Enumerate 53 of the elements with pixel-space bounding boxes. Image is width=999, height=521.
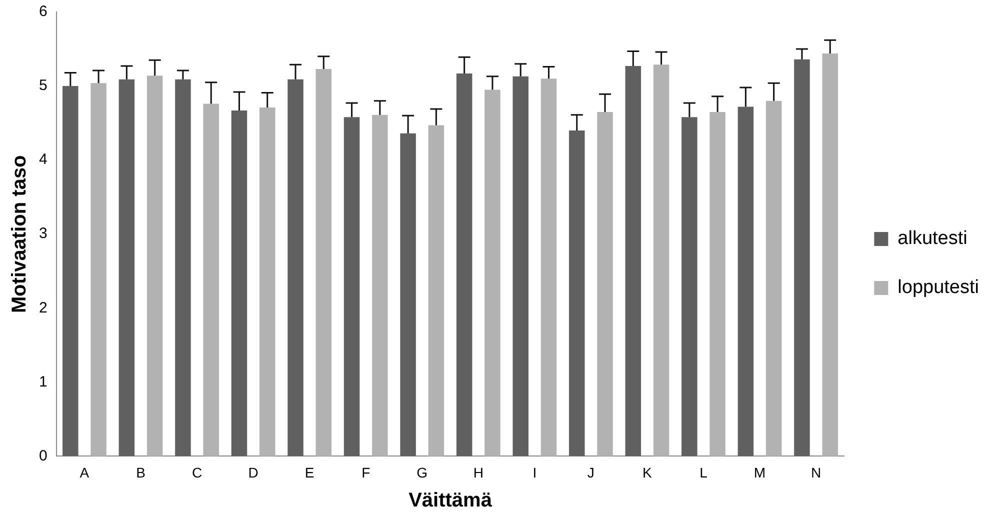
bar — [90, 83, 106, 456]
legend-label: lopputesti — [898, 277, 980, 298]
y-tick-label: 0 — [39, 447, 48, 464]
x-tick-label: K — [642, 464, 653, 480]
bar — [597, 112, 613, 456]
y-tick-label: 6 — [39, 3, 48, 20]
bar — [682, 117, 698, 456]
y-axis-title: Motivaation taso — [8, 155, 31, 313]
x-tick-label: I — [532, 464, 537, 480]
x-tick-label: G — [416, 464, 428, 480]
bar — [625, 66, 642, 456]
bar — [540, 78, 557, 456]
bar — [653, 64, 670, 456]
bar — [62, 86, 78, 456]
y-tick-label: 5 — [39, 77, 48, 94]
bar — [710, 112, 726, 456]
bar — [146, 76, 163, 456]
x-tick-label: H — [473, 464, 484, 480]
x-tick-label: A — [80, 464, 90, 480]
bar — [822, 53, 838, 456]
bar — [512, 76, 528, 456]
bar — [766, 100, 782, 456]
bar — [344, 117, 360, 456]
bar — [568, 130, 585, 456]
bar — [259, 108, 276, 456]
bar — [231, 110, 248, 456]
x-tick-label: M — [754, 464, 766, 480]
x-tick-label: C — [192, 464, 202, 480]
bar — [794, 59, 810, 456]
y-tick-label: 1 — [39, 373, 48, 390]
bar — [484, 90, 500, 456]
bar — [175, 79, 191, 456]
bar — [316, 69, 332, 456]
x-tick-label: N — [810, 464, 822, 480]
x-tick-label: J — [587, 464, 594, 480]
bar — [456, 73, 472, 456]
bar — [400, 133, 416, 456]
x-tick-label: F — [362, 464, 370, 480]
x-tick-label: E — [304, 464, 314, 480]
bar — [118, 79, 135, 456]
legend-label: alkutesti — [898, 228, 968, 250]
x-axis-title: Väittämä — [408, 490, 493, 512]
bar — [738, 106, 754, 456]
x-tick-label: D — [248, 464, 258, 480]
y-tick-label: 4 — [39, 151, 48, 168]
y-tick-label: 3 — [39, 225, 48, 242]
x-tick-label: L — [700, 464, 708, 480]
x-tick-label: B — [136, 464, 146, 480]
bar — [428, 125, 444, 456]
y-tick-label: 2 — [39, 299, 48, 316]
bar — [372, 114, 388, 456]
bar — [288, 79, 304, 456]
bar — [203, 104, 219, 456]
